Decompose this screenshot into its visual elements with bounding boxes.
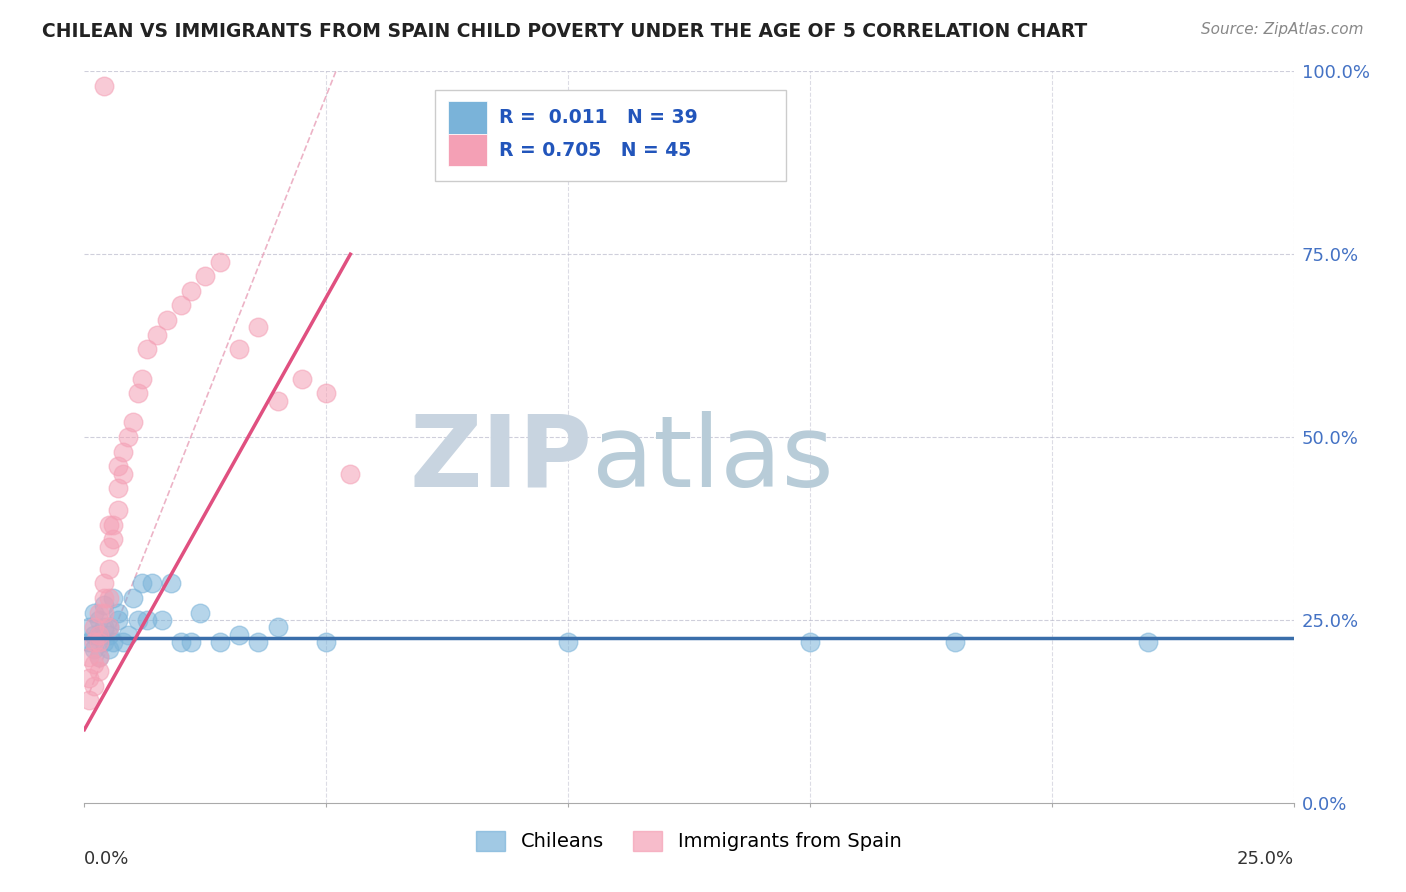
Point (136, 343, 159, 357)
Point (170, 298, 193, 312)
Point (943, 635, 966, 649)
Point (97, 620, 120, 634)
Point (228, 627, 250, 641)
Point (127, 613, 149, 627)
Point (77, 693, 100, 707)
Point (87, 627, 110, 641)
Point (97, 591, 120, 605)
Point (97, 540, 120, 554)
Point (117, 430, 139, 444)
Point (112, 467, 135, 481)
Point (103, 591, 125, 605)
Point (97, 627, 120, 641)
Point (87, 613, 110, 627)
Point (208, 254, 231, 268)
Point (208, 635, 231, 649)
Text: ZIP: ZIP (409, 410, 592, 508)
Point (247, 635, 270, 649)
Point (87, 627, 110, 641)
Point (107, 613, 129, 627)
FancyBboxPatch shape (434, 90, 786, 181)
Point (97, 562, 120, 576)
Point (339, 467, 361, 481)
Point (83, 635, 105, 649)
Point (107, 606, 129, 620)
Point (228, 343, 250, 357)
Point (121, 591, 143, 605)
Point (799, 635, 821, 649)
Text: 0.0%: 0.0% (84, 850, 129, 868)
Point (87, 649, 110, 664)
Point (87, 649, 110, 664)
Point (87, 606, 110, 620)
Point (93, 606, 115, 620)
Point (83, 606, 105, 620)
Point (93, 591, 115, 605)
Point (97, 517, 120, 532)
Point (107, 481, 129, 495)
Point (267, 393, 290, 408)
Point (87, 664, 110, 678)
Point (131, 371, 153, 385)
Legend: Chileans, Immigrants from Spain: Chileans, Immigrants from Spain (468, 822, 910, 859)
Text: atlas: atlas (592, 410, 834, 508)
Text: R = 0.705   N = 45: R = 0.705 N = 45 (499, 141, 692, 160)
Point (190, 606, 212, 620)
Point (557, 635, 579, 649)
Point (77, 649, 100, 664)
Point (83, 620, 105, 634)
Point (112, 444, 135, 458)
Text: R =  0.011   N = 39: R = 0.011 N = 39 (499, 108, 697, 127)
Point (107, 503, 129, 517)
Point (155, 313, 177, 327)
Point (160, 576, 183, 591)
Point (141, 576, 163, 591)
Point (170, 635, 193, 649)
Point (93, 599, 115, 613)
Point (83, 627, 105, 641)
Point (97, 620, 120, 634)
Point (194, 269, 217, 284)
Point (97, 642, 120, 657)
Point (146, 327, 169, 342)
Point (93, 635, 115, 649)
Point (291, 371, 314, 385)
Point (77, 635, 100, 649)
Point (267, 620, 290, 634)
Point (180, 284, 202, 298)
FancyBboxPatch shape (449, 135, 486, 167)
Point (83, 642, 105, 657)
Point (127, 386, 149, 401)
Text: CHILEAN VS IMMIGRANTS FROM SPAIN CHILD POVERTY UNDER THE AGE OF 5 CORRELATION CH: CHILEAN VS IMMIGRANTS FROM SPAIN CHILD P… (42, 22, 1087, 41)
Point (121, 416, 143, 430)
Point (136, 613, 159, 627)
Point (131, 576, 153, 591)
Point (83, 657, 105, 671)
Point (93, 620, 115, 634)
Point (103, 635, 125, 649)
Point (117, 627, 139, 641)
Text: 25.0%: 25.0% (1236, 850, 1294, 868)
Point (150, 613, 173, 627)
Point (77, 672, 100, 686)
Point (247, 320, 270, 334)
Point (103, 517, 125, 532)
FancyBboxPatch shape (449, 102, 486, 134)
Point (83, 679, 105, 693)
Point (107, 459, 129, 474)
Point (1137, 635, 1160, 649)
Point (315, 635, 337, 649)
Point (180, 635, 202, 649)
Point (103, 533, 125, 547)
Point (93, 576, 115, 591)
Point (112, 635, 135, 649)
Point (77, 620, 100, 634)
Point (93, 78, 115, 93)
Point (315, 386, 337, 401)
Text: Source: ZipAtlas.com: Source: ZipAtlas.com (1201, 22, 1364, 37)
Point (87, 635, 110, 649)
